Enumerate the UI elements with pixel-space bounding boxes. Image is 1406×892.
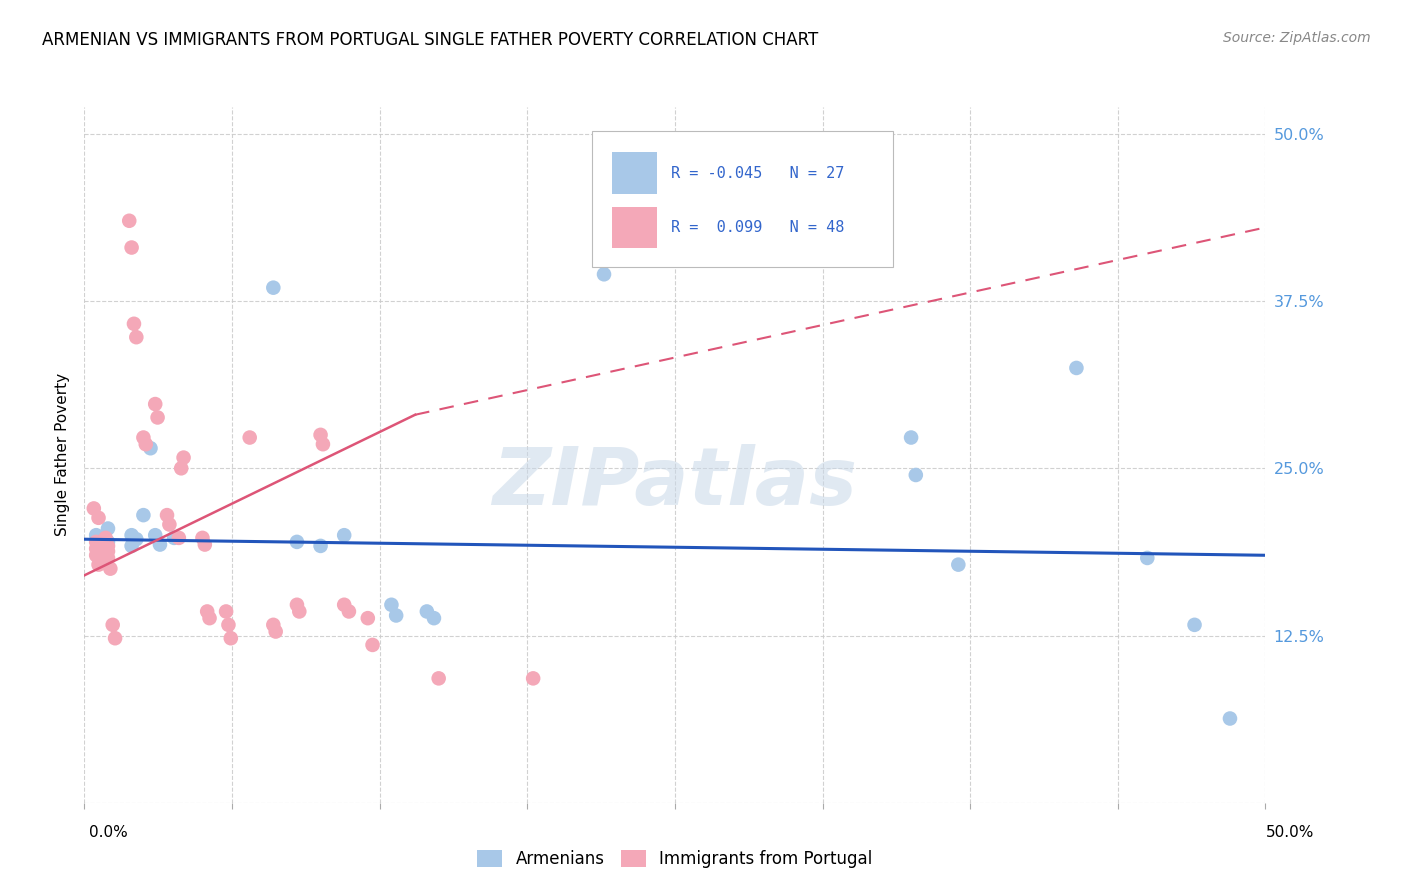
Point xyxy=(132,431,155,445)
Point xyxy=(262,617,284,632)
Text: R =  0.099   N = 48: R = 0.099 N = 48 xyxy=(671,220,845,235)
Bar xyxy=(612,153,657,194)
Point xyxy=(522,671,544,685)
Point xyxy=(357,611,380,625)
Point xyxy=(163,531,186,545)
Point xyxy=(125,532,148,546)
Point xyxy=(97,544,120,558)
Point xyxy=(427,671,450,685)
Point xyxy=(149,537,172,551)
Point xyxy=(84,548,107,563)
Point xyxy=(1066,361,1088,376)
Point xyxy=(122,317,145,331)
Point xyxy=(139,442,162,456)
Point xyxy=(84,535,107,549)
Point xyxy=(361,638,384,652)
Text: R = -0.045   N = 27: R = -0.045 N = 27 xyxy=(671,166,845,181)
Text: ARMENIAN VS IMMIGRANTS FROM PORTUGAL SINGLE FATHER POVERTY CORRELATION CHART: ARMENIAN VS IMMIGRANTS FROM PORTUGAL SIN… xyxy=(42,31,818,49)
Point xyxy=(1136,551,1159,566)
Text: Source: ZipAtlas.com: Source: ZipAtlas.com xyxy=(1223,31,1371,45)
Point xyxy=(98,562,121,576)
Point xyxy=(337,605,360,619)
Point xyxy=(312,437,335,451)
Point xyxy=(132,508,155,523)
Y-axis label: Single Father Poverty: Single Father Poverty xyxy=(55,374,70,536)
Point xyxy=(94,531,117,545)
Point xyxy=(380,598,402,612)
Point xyxy=(219,632,242,646)
Point xyxy=(156,508,179,523)
Point xyxy=(101,617,124,632)
Point xyxy=(416,605,439,619)
Point xyxy=(135,437,157,451)
Point xyxy=(84,541,107,556)
Point xyxy=(97,539,120,553)
Legend: Armenians, Immigrants from Portugal: Armenians, Immigrants from Portugal xyxy=(471,843,879,874)
Point xyxy=(170,461,193,475)
Point xyxy=(167,531,190,545)
Point xyxy=(385,608,408,623)
Point xyxy=(84,528,107,542)
Point xyxy=(125,330,148,344)
Point xyxy=(146,410,169,425)
Point xyxy=(97,521,120,535)
Point xyxy=(97,535,120,549)
Point xyxy=(904,468,927,483)
Point xyxy=(309,428,332,442)
Point xyxy=(1219,712,1241,726)
Point xyxy=(90,537,112,551)
Point xyxy=(215,605,238,619)
Point xyxy=(121,539,143,553)
Point xyxy=(87,510,110,524)
Point xyxy=(285,535,308,549)
Point xyxy=(97,551,120,566)
Point xyxy=(217,617,239,632)
Point xyxy=(143,397,166,411)
Point xyxy=(948,558,970,572)
Point xyxy=(143,528,166,542)
Point xyxy=(198,611,221,625)
Text: 50.0%: 50.0% xyxy=(1267,825,1315,840)
Point xyxy=(1184,617,1206,632)
Point xyxy=(239,431,262,445)
Point xyxy=(83,501,105,516)
Point xyxy=(118,214,141,228)
FancyBboxPatch shape xyxy=(592,131,893,267)
Point xyxy=(285,598,308,612)
Point xyxy=(191,531,214,545)
Point xyxy=(121,528,143,542)
Point xyxy=(900,431,922,445)
Text: ZIPatlas: ZIPatlas xyxy=(492,443,858,522)
Point xyxy=(121,241,143,255)
Point xyxy=(423,611,446,625)
Point xyxy=(262,281,284,295)
Point xyxy=(333,528,356,542)
Point xyxy=(288,605,311,619)
Point xyxy=(87,558,110,572)
Point xyxy=(173,450,195,465)
Point xyxy=(333,598,356,612)
Text: 0.0%: 0.0% xyxy=(89,825,128,840)
Bar xyxy=(612,207,657,248)
Point xyxy=(194,537,217,551)
Point xyxy=(309,539,332,553)
Point xyxy=(104,632,127,646)
Point xyxy=(195,605,218,619)
Point xyxy=(157,517,180,532)
Point xyxy=(264,624,287,639)
Point xyxy=(593,268,616,282)
